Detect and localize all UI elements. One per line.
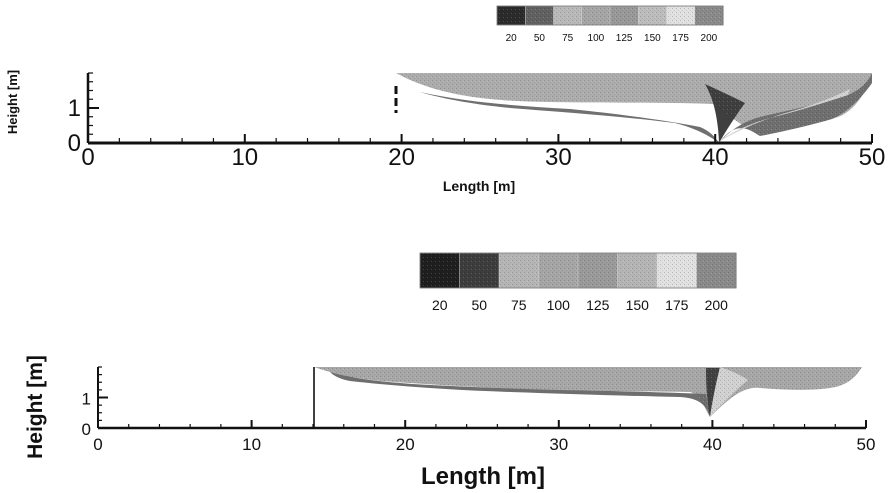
colorbar-label: 175 bbox=[665, 297, 689, 313]
colorbar-frame bbox=[419, 252, 737, 289]
x-tick-label: 30 bbox=[549, 435, 568, 454]
colorbar-label: 150 bbox=[644, 33, 661, 44]
colorbar-swatch-texture bbox=[538, 253, 579, 288]
y-axis-label-2: Height [m] bbox=[24, 355, 47, 459]
colorbar-label: 75 bbox=[562, 33, 574, 44]
colorbar-swatch-texture bbox=[638, 6, 667, 25]
y-tick-label: 1 bbox=[82, 390, 91, 409]
x-tick-label: 10 bbox=[242, 435, 261, 454]
y-axis-label-1: Height [m] bbox=[5, 70, 20, 134]
colorbar-swatch-texture bbox=[497, 6, 526, 25]
colorbar-swatch-texture bbox=[610, 6, 639, 25]
colorbar-label: 150 bbox=[626, 297, 650, 313]
x-tick-label: 0 bbox=[81, 144, 94, 171]
colorbar-swatch-texture bbox=[420, 253, 460, 288]
field-texture-1 bbox=[396, 73, 872, 136]
colorbar-label: 50 bbox=[471, 297, 487, 313]
colorbar-swatch-texture bbox=[581, 6, 611, 25]
colorbar-1: 20 50 75 100 125 150 175 200 bbox=[496, 5, 724, 44]
x-tick-label: 30 bbox=[545, 144, 572, 171]
colorbar-swatch-texture bbox=[696, 253, 737, 288]
y-tick-label: 0 bbox=[68, 130, 81, 157]
x-tick-label: 50 bbox=[857, 435, 876, 454]
axis-2: 0 10 20 30 40 50 0 1 bbox=[82, 366, 876, 454]
plot-2: 20 50 75 100 125 150 175 200 0 10 20 30 40 50 0 1 Leng… bbox=[24, 252, 876, 490]
x-tick-label: 40 bbox=[703, 435, 722, 454]
colorbar-swatch-texture bbox=[578, 253, 618, 288]
colorbar-label: 100 bbox=[547, 297, 571, 313]
y-tick-label: 1 bbox=[68, 95, 81, 122]
colorbar-label: 200 bbox=[701, 33, 718, 44]
colorbar-swatch-texture bbox=[666, 6, 696, 25]
plot-area-1 bbox=[394, 73, 872, 143]
plot-area-2 bbox=[313, 367, 862, 429]
colorbar-swatch-texture bbox=[525, 6, 554, 25]
colorbar-2: 20 50 75 100 125 150 175 200 bbox=[419, 252, 737, 313]
x-tick-label: 20 bbox=[396, 435, 415, 454]
colorbar-label: 175 bbox=[672, 33, 689, 44]
colorbar-swatch-texture bbox=[553, 6, 583, 25]
colorbar-label: 75 bbox=[511, 297, 527, 313]
colorbar-swatch-texture bbox=[657, 253, 697, 288]
colorbar-label: 100 bbox=[588, 33, 605, 44]
colorbar-label: 20 bbox=[432, 297, 448, 313]
x-axis-label-1: Length [m] bbox=[443, 178, 515, 194]
colorbar-label: 125 bbox=[616, 33, 633, 44]
field-underside-2 bbox=[330, 372, 710, 417]
y-tick-label: 0 bbox=[82, 420, 91, 439]
field-texture-2 bbox=[314, 367, 862, 417]
x-tick-label: 0 bbox=[93, 435, 102, 454]
colorbar-label: 125 bbox=[586, 297, 610, 313]
x-tick-label: 20 bbox=[388, 144, 415, 171]
colorbar-label: 20 bbox=[506, 33, 518, 44]
colorbar-swatch-texture bbox=[617, 253, 658, 288]
colorbar-swatch-texture bbox=[499, 253, 539, 288]
colorbar-label: 50 bbox=[534, 33, 546, 44]
colorbar-label: 200 bbox=[705, 297, 729, 313]
colorbar-swatch-texture bbox=[459, 253, 500, 288]
x-tick-label: 50 bbox=[859, 144, 886, 171]
x-tick-label: 10 bbox=[231, 144, 258, 171]
x-axis-label-2: Length [m] bbox=[421, 463, 545, 490]
colorbar-frame bbox=[496, 5, 724, 26]
x-tick-label: 40 bbox=[702, 144, 729, 171]
colorbar-swatch-texture bbox=[694, 6, 724, 25]
